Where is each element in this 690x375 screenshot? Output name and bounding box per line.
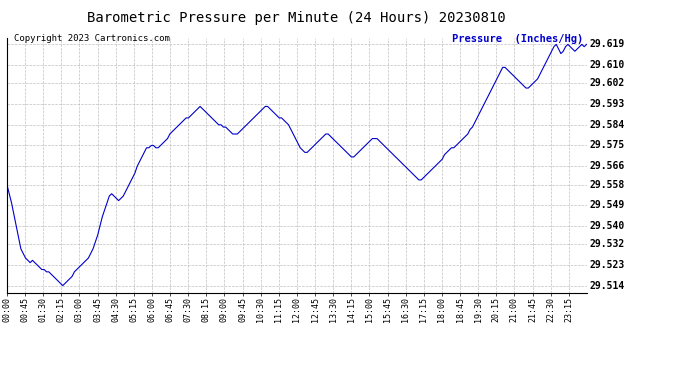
Text: 29.514: 29.514 [590, 280, 625, 291]
Text: 29.602: 29.602 [590, 78, 625, 88]
Text: Barometric Pressure per Minute (24 Hours) 20230810: Barometric Pressure per Minute (24 Hours… [88, 11, 506, 25]
Text: 29.540: 29.540 [590, 221, 625, 231]
Text: 29.523: 29.523 [590, 260, 625, 270]
Text: 29.593: 29.593 [590, 99, 625, 109]
Text: 29.532: 29.532 [590, 239, 625, 249]
Text: 29.619: 29.619 [590, 39, 625, 50]
Text: 29.575: 29.575 [590, 141, 625, 150]
Text: Pressure  (Inches/Hg): Pressure (Inches/Hg) [452, 34, 583, 44]
Text: Copyright 2023 Cartronics.com: Copyright 2023 Cartronics.com [14, 34, 170, 43]
Text: 29.558: 29.558 [590, 180, 625, 189]
Text: 29.549: 29.549 [590, 200, 625, 210]
Text: 29.584: 29.584 [590, 120, 625, 130]
Text: 29.610: 29.610 [590, 60, 625, 70]
Text: 29.566: 29.566 [590, 161, 625, 171]
